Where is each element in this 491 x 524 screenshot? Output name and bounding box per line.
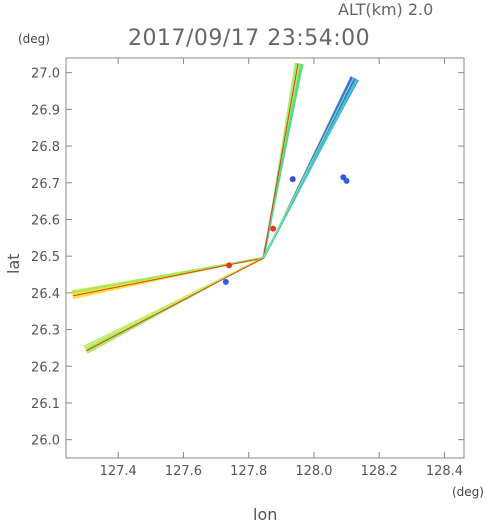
echo-point [270,225,277,232]
y-tick-label: 26.1 [31,397,60,412]
y-tick-label: 26.0 [31,434,60,449]
y-axis-unit: (deg) [18,32,50,46]
echo-point [226,262,233,269]
beam-2-core [262,63,299,259]
beam-layer [71,62,359,354]
y-tick-label: 26.5 [31,250,60,265]
tick-layer: 127.4 127.6 127.8 128.0 128.2 128.4 26.0 26.1 26… [31,58,464,479]
echo-point [343,177,350,184]
beam-3-core [262,77,355,259]
y-tick-label: 26.8 [31,140,60,155]
beam-0-inner [71,256,264,294]
x-tick-label: 127.6 [165,464,202,479]
y-tick-label: 26.4 [31,287,60,302]
x-axis-label: lon [253,505,278,524]
echo-layer [222,174,350,285]
y-tick-label: 27.0 [31,67,60,82]
beam-1-inner [83,256,264,349]
x-tick-label: 128.4 [426,464,463,479]
beam-0-band [71,258,264,300]
y-tick-label: 26.3 [31,324,60,339]
x-axis-unit: (deg) [452,485,484,499]
beam-2-inner [262,63,303,259]
beam-1-core [85,257,264,352]
x-tick-label: 127.8 [230,464,267,479]
y-tick-label: 26.2 [31,360,60,375]
echo-point [289,176,296,183]
plot-frame [65,57,465,459]
y-tick-label: 26.6 [31,213,60,228]
plot-border [65,57,465,459]
y-tick-label: 26.7 [31,177,60,192]
x-tick-label: 128.2 [361,464,398,479]
altitude-label: ALT(km) 2.0 [338,0,434,19]
x-tick-label: 127.4 [100,464,137,479]
echo-point [222,278,229,285]
datetime-title: 2017/09/17 23:54:00 [128,26,371,51]
x-tick-label: 128.0 [295,464,332,479]
beam-0-core [72,257,264,297]
y-tick-label: 26.9 [31,103,60,118]
beam-3-inner [262,78,359,259]
